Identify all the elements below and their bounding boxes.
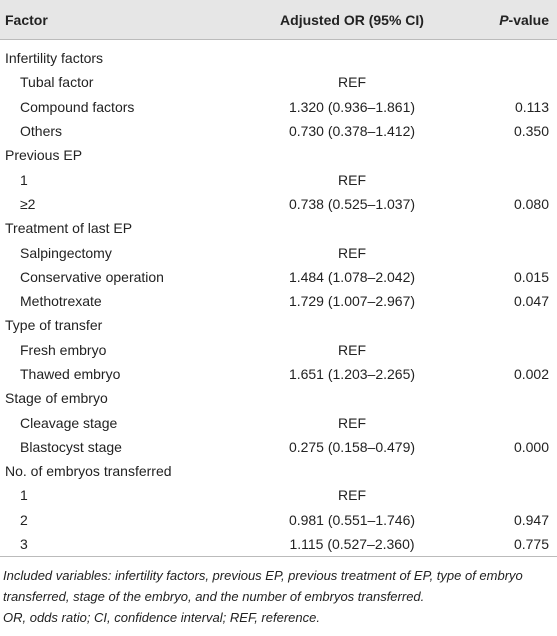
data-row: Conservative operation 1.484 (1.078–2.042… xyxy=(0,265,557,289)
cell xyxy=(428,410,557,434)
header-cell: P-value xyxy=(428,0,557,40)
data-row: Methotrexate 1.729 (1.007–2.967) 0.047 xyxy=(0,289,557,313)
cell: 0.730 (0.378–1.412) xyxy=(288,123,416,140)
cell: 0.002 xyxy=(513,366,549,382)
cell xyxy=(428,338,557,362)
cell: Others xyxy=(20,123,63,140)
data-row: 3 1.115 (0.527–2.360) 0.775 xyxy=(0,531,557,558)
group-row: No. of embryos transferred xyxy=(0,459,557,483)
cell: 0.015 xyxy=(513,268,549,285)
data-row: Blastocyst stage 0.275 (0.158–0.479) 0.000 xyxy=(0,435,557,459)
group-row: Stage of embryo xyxy=(0,386,557,410)
data-row: Thawed embryo 1.651 (1.203–2.265) 0.002 xyxy=(0,362,557,386)
cell: 1 xyxy=(20,487,28,504)
group-row: Type of transfer xyxy=(0,313,557,337)
cell: 0.113 xyxy=(515,98,549,115)
header-cell: Factor xyxy=(0,0,276,40)
cell: 1.651 (1.203–2.265) xyxy=(288,366,416,382)
cell: Fresh embryo xyxy=(20,341,107,358)
cell: 0.080 xyxy=(513,195,549,212)
group-row: Treatment of last EP xyxy=(0,216,557,240)
cell: 0.738 (0.525–1.037) xyxy=(288,195,416,212)
cell: REF xyxy=(338,171,366,188)
data-row: ≥2 0.738 (0.525–1.037) 0.080 xyxy=(0,192,557,216)
cell: ≥2 xyxy=(20,195,36,212)
group-label: Infertility factors xyxy=(5,50,104,67)
data-row: Tubal factor REF xyxy=(0,70,557,94)
results-table: Factor Adjusted OR (95% CI) P-value Infe… xyxy=(0,0,557,558)
header-part: -value xyxy=(508,11,549,28)
cell: REF xyxy=(338,74,366,91)
cell: 0.981 (0.551–1.746) xyxy=(288,511,416,528)
cell: REF xyxy=(338,487,366,504)
data-row: Salpingectomy REF xyxy=(0,240,557,264)
cell: Methotrexate xyxy=(20,293,102,310)
cell: 1.484 (1.078–2.042) xyxy=(288,268,416,285)
cell: Thawed embryo xyxy=(20,366,121,382)
cell: 1.115 (0.527–2.360) xyxy=(276,531,428,558)
cell: 0.000 xyxy=(513,438,549,455)
header-row: Factor Adjusted OR (95% CI) P-value xyxy=(0,0,557,40)
data-row: 1 REF xyxy=(0,483,557,507)
cell: Compound factors xyxy=(20,98,135,115)
cell xyxy=(428,240,557,264)
cell: Conservative operation xyxy=(20,268,164,285)
cell: REF xyxy=(338,341,366,358)
footnote: Included variables: infertility factors,… xyxy=(3,568,523,605)
cell: 2 xyxy=(20,511,28,528)
header-cell: Adjusted OR (95% CI) xyxy=(276,0,428,40)
data-row: Cleavage stage REF xyxy=(0,410,557,434)
cell: Tubal factor xyxy=(20,74,94,91)
cell: REF xyxy=(338,244,366,261)
footnotes: Included variables: infertility factors,… xyxy=(0,557,551,628)
cell: 1.729 (1.007–2.967) xyxy=(288,293,416,310)
footnote: OR, odds ratio; CI, confidence interval;… xyxy=(3,610,320,626)
cell: 0.047 xyxy=(513,293,549,310)
data-row: 1 REF xyxy=(0,167,557,191)
cell xyxy=(428,70,557,94)
cell xyxy=(428,167,557,191)
cell: 0.775 xyxy=(428,531,557,558)
data-row: 2 0.981 (0.551–1.746) 0.947 xyxy=(0,508,557,532)
cell: 3 xyxy=(0,531,276,558)
header-part: P xyxy=(499,11,509,28)
table-body: Infertility factors Tubal factor REF Compou… xyxy=(0,40,557,558)
data-row: Fresh embryo REF xyxy=(0,338,557,362)
cell: Cleavage stage xyxy=(20,414,118,431)
cell: 1 xyxy=(20,171,28,188)
group-label: No. of embryos transferred xyxy=(5,463,172,480)
group-label: Type of transfer xyxy=(5,317,103,334)
cell: 0.350 xyxy=(513,123,549,140)
data-row: Compound factors 1.320 (0.936–1.861) 0.113 xyxy=(0,95,557,119)
group-row: Infertility factors xyxy=(0,46,557,70)
group-label: Stage of embryo xyxy=(5,390,108,407)
cell: REF xyxy=(338,414,366,431)
data-row: Others 0.730 (0.378–1.412) 0.350 xyxy=(0,119,557,143)
group-row: Previous EP xyxy=(0,143,557,167)
cell: 1.320 (0.936–1.861) xyxy=(288,98,416,115)
cell: Salpingectomy xyxy=(20,244,112,261)
group-label: Treatment of last EP xyxy=(5,220,133,237)
cell: 0.947 xyxy=(513,511,549,528)
cell: Blastocyst stage xyxy=(20,438,122,455)
cell: 0.275 (0.158–0.479) xyxy=(288,438,416,455)
cell xyxy=(428,483,557,507)
group-label: Previous EP xyxy=(5,147,83,164)
